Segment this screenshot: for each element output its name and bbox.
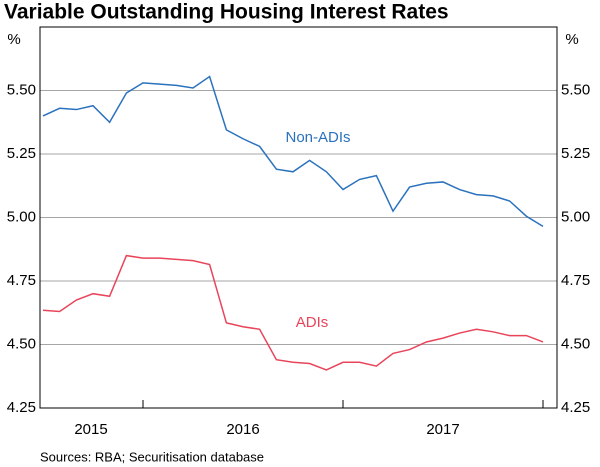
series-label: Non-ADIs <box>285 129 350 146</box>
y2-tick-label: 5.25 <box>561 145 590 162</box>
series-label: ADIs <box>296 314 329 331</box>
x-tick-label: 2016 <box>226 421 259 438</box>
y2-tick-label: 4.50 <box>561 335 590 352</box>
x-tick-label: 2015 <box>74 421 107 438</box>
y-tick-label: 5.25 <box>7 145 36 162</box>
y-tick-label: 4.50 <box>7 335 36 352</box>
y-tick-label: 4.75 <box>7 272 36 289</box>
y-unit-left: % <box>7 31 20 48</box>
y2-tick-label: 5.00 <box>561 208 590 225</box>
y2-tick-label: 5.50 <box>561 81 590 98</box>
y-tick-label: 5.50 <box>7 81 36 98</box>
series-line <box>42 254 544 371</box>
source-note: Sources: RBA; Securitisation database <box>40 449 264 464</box>
y2-tick-label: 4.25 <box>561 399 590 416</box>
y2-tick-label: 4.75 <box>561 272 590 289</box>
series-line <box>42 75 544 228</box>
x-tick-label: 2017 <box>426 421 459 438</box>
y-tick-label: 5.00 <box>7 208 36 225</box>
chart-title: Variable Outstanding Housing Interest Ra… <box>4 1 449 24</box>
y-tick-label: 4.25 <box>7 399 36 416</box>
y-unit-right: % <box>565 31 578 48</box>
plot-frame <box>39 26 558 409</box>
